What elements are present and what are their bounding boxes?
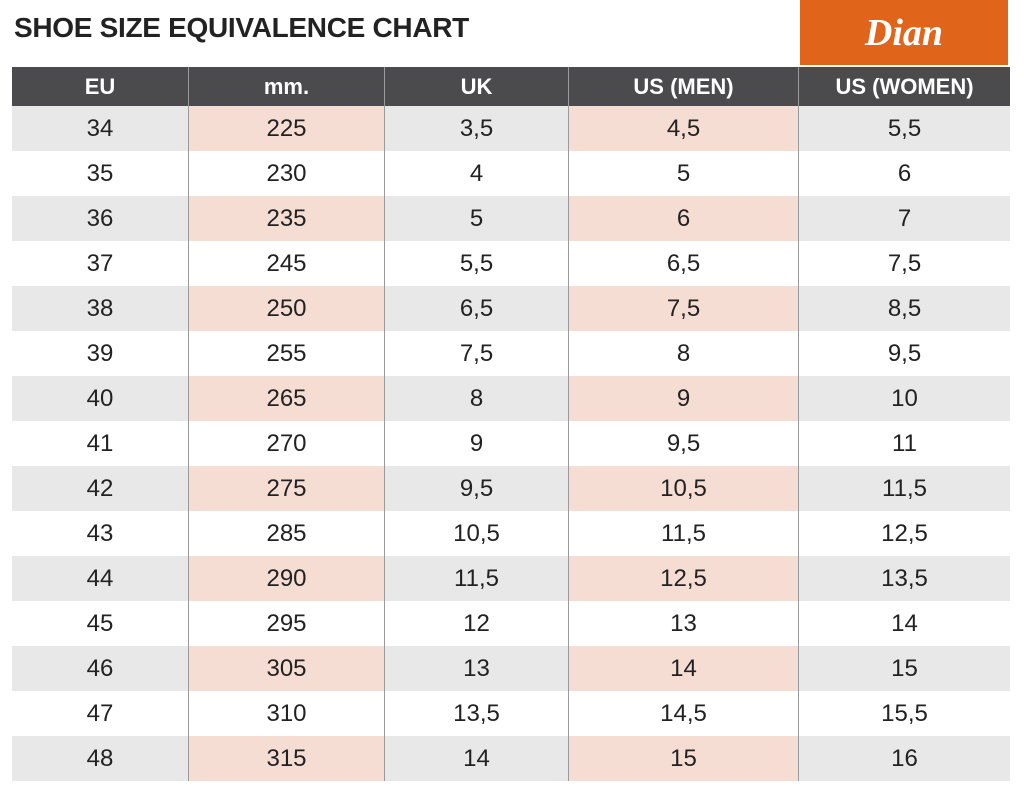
table-cell: 16 [798, 736, 1010, 781]
table-cell: 5 [384, 196, 568, 241]
table-cell: 44 [12, 556, 188, 601]
table-cell: 13 [568, 601, 798, 646]
table-cell: 12,5 [568, 556, 798, 601]
table-cell: 250 [188, 286, 384, 331]
table-cell: 37 [86, 249, 114, 277]
table-cell: 13,5 [384, 691, 568, 736]
table-cell: 13,5 [798, 556, 1010, 601]
table-cell: 11,5 [798, 466, 1010, 511]
table-cell: 6,5 [384, 286, 568, 331]
table-cell: 39 [86, 339, 114, 367]
table-cell: 270 [188, 421, 384, 466]
table-cell: 7,5 [384, 331, 568, 376]
table-cell: 295 [188, 601, 384, 646]
table-cell: 41 [86, 429, 114, 457]
table-cell: 12 [384, 601, 568, 646]
table-cell: 3,5 [384, 106, 568, 151]
table-cell: 9,5 [384, 466, 568, 511]
table-cell: 255 [188, 331, 384, 376]
table-cell: 13 [384, 646, 568, 691]
table-cell: 8 [568, 331, 798, 376]
table-cell: 11 [798, 421, 1010, 466]
table-cell: 15 [798, 646, 1010, 691]
table-cell: 10 [798, 376, 1010, 421]
table-cell: 6 [798, 151, 1010, 196]
logo: Dian [800, 0, 1008, 65]
table-cell: 7,5 [568, 286, 798, 331]
table-cell: 40 [12, 376, 188, 421]
table-cell: 12,5 [798, 511, 1010, 556]
table-cell: 9 [568, 376, 798, 421]
table-cell: 38 [12, 286, 188, 331]
table-cell: 235 [188, 196, 384, 241]
table-cell: 225 [188, 106, 384, 151]
table-cell: 6,5 [568, 241, 798, 286]
table-cell: 9,5 [568, 421, 798, 466]
table-cell: 285 [188, 511, 384, 556]
table-cell: 14,5 [568, 691, 798, 736]
title: SHOE SIZE EQUIVALENCE CHART [14, 12, 469, 43]
table-cell: 230 [188, 151, 384, 196]
table-cell: 36 [12, 196, 188, 241]
table-cell: 5 [568, 151, 798, 196]
table-cell: 43 [86, 519, 114, 547]
table-cell: 9,5 [798, 331, 1010, 376]
table-cell: 7,5 [798, 241, 1010, 286]
column-header: EU [12, 67, 188, 106]
column-header: UK [384, 67, 568, 106]
column-header: US (WOMEN) [798, 67, 1010, 106]
table-cell: 34 [12, 106, 188, 151]
table-cell: 275 [188, 466, 384, 511]
table-cell: 46 [12, 646, 188, 691]
table-cell: 5,5 [384, 241, 568, 286]
table-cell: 10,5 [568, 466, 798, 511]
table-cell: 6 [568, 196, 798, 241]
table-cell: 15 [568, 736, 798, 781]
table-cell: 14 [798, 601, 1010, 646]
table-cell: 5,5 [798, 106, 1010, 151]
table-cell: 11,5 [384, 556, 568, 601]
table-cell: 8,5 [798, 286, 1010, 331]
table-cell: 9 [384, 421, 568, 466]
table-cell: 265 [188, 376, 384, 421]
table-cell: 7 [798, 196, 1010, 241]
table-cell: 4 [384, 151, 568, 196]
table-cell: 45 [86, 609, 114, 637]
table-cell: 290 [188, 556, 384, 601]
column-header: mm. [188, 67, 384, 106]
table-cell: 8 [384, 376, 568, 421]
column-header: US (MEN) [568, 67, 798, 106]
table-cell: 14 [384, 736, 568, 781]
table-cell: 315 [188, 736, 384, 781]
table-cell: 15,5 [798, 691, 1010, 736]
table-cell: 10,5 [384, 511, 568, 556]
table-cell: 245 [188, 241, 384, 286]
table-cell: 305 [188, 646, 384, 691]
table-cell: 4,5 [568, 106, 798, 151]
table-cell: 47 [86, 699, 114, 727]
table-cell: 42 [12, 466, 188, 511]
table-cell: 35 [86, 159, 114, 187]
table-cell: 48 [12, 736, 188, 781]
table-cell: 14 [568, 646, 798, 691]
table-cell: 310 [188, 691, 384, 736]
table-cell: 11,5 [568, 511, 798, 556]
